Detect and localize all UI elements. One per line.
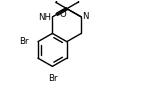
Text: Br: Br: [20, 37, 29, 46]
Text: O: O: [60, 10, 66, 19]
Text: N: N: [82, 12, 89, 21]
Text: NH: NH: [38, 13, 51, 22]
Text: Br: Br: [48, 74, 57, 83]
